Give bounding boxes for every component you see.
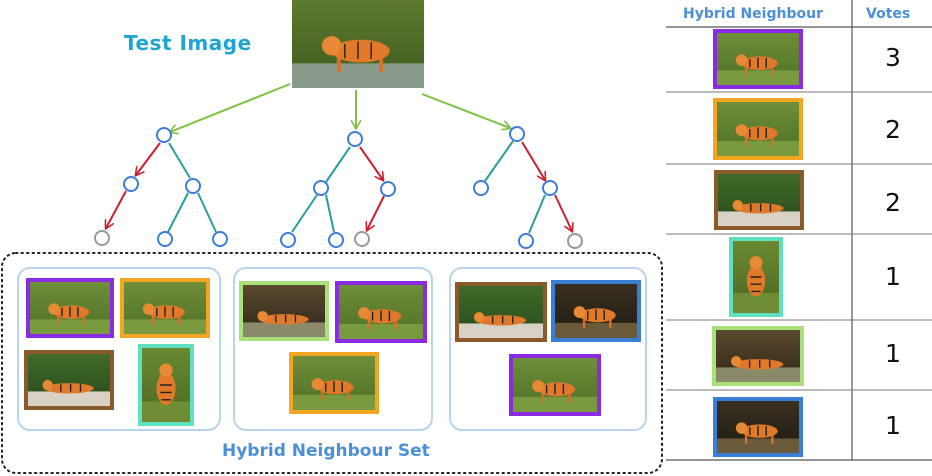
tree-node [542, 180, 558, 196]
leaf-group-1 [17, 267, 221, 431]
neighbour-image [24, 350, 114, 410]
tiger-photo [30, 282, 110, 334]
search-path-edge [359, 146, 383, 180]
votes-table-grid [666, 0, 932, 461]
tree-node [280, 232, 296, 248]
tree-edge [167, 192, 189, 233]
tree-node [347, 131, 363, 147]
tree-node [380, 181, 396, 197]
tiger-photo [717, 33, 799, 85]
table-header-votes: Votes [866, 6, 911, 22]
tree-node [123, 176, 139, 192]
tree-node [157, 231, 173, 247]
tiger-photo [293, 356, 375, 410]
tree-edge [197, 192, 217, 233]
neighbour-image [239, 281, 329, 341]
tiger-photo [716, 330, 800, 382]
tiger-photo [718, 174, 800, 226]
table-neighbour-image [713, 397, 803, 457]
neighbour-image [455, 282, 547, 342]
tree-node [473, 180, 489, 196]
tree-node [509, 126, 525, 142]
tiger-photo [733, 241, 779, 313]
neighbour-set-container [1, 252, 663, 474]
table-neighbour-image [713, 98, 803, 160]
tiger-photo [459, 286, 543, 338]
neighbour-image [26, 278, 114, 338]
leaf-node [354, 231, 370, 247]
tree-edge [484, 140, 514, 182]
tree-1 [94, 127, 228, 247]
tree-3 [473, 126, 583, 249]
test-image [292, 0, 424, 88]
table-neighbour-image [713, 29, 803, 89]
tiger-photo [555, 284, 637, 338]
search-path-edge [106, 190, 127, 228]
query-arrows [170, 83, 510, 132]
vote-count: 1 [885, 411, 901, 440]
neighbour-image [138, 344, 194, 426]
neighbour-set-label: Hybrid Neighbour Set [222, 441, 430, 461]
test-image-label: Test Image [124, 31, 252, 55]
tree-node [212, 231, 228, 247]
tree-node [313, 180, 329, 196]
tiger-photo [243, 285, 325, 337]
vote-count: 2 [885, 115, 901, 144]
tiger-photo [292, 0, 424, 88]
leaf-group-2 [233, 267, 433, 431]
tree-edge [325, 146, 351, 183]
table-neighbour-image [714, 170, 804, 230]
vote-count: 2 [885, 188, 901, 217]
neighbour-image [335, 281, 427, 343]
search-path-edge [367, 195, 385, 230]
table-neighbour-image [712, 326, 804, 386]
table-neighbour-image [729, 237, 783, 317]
tiger-photo [124, 282, 206, 334]
tiger-photo [717, 401, 799, 453]
query-arrow-right [421, 93, 510, 128]
neighbour-image [120, 278, 210, 338]
tree-node [156, 127, 172, 143]
tree-edge [528, 194, 546, 234]
query-arrow-left [170, 83, 291, 132]
search-path-edge [521, 141, 545, 180]
leaf-node [94, 230, 110, 246]
tiger-photo [717, 102, 799, 156]
neighbour-image [551, 280, 641, 342]
tree-node [185, 178, 201, 194]
vote-count: 1 [885, 262, 901, 291]
vote-count: 1 [885, 339, 901, 368]
tree-node [518, 233, 534, 249]
tree-node [328, 232, 344, 248]
neighbour-image [509, 354, 601, 416]
neighbour-image [289, 352, 379, 414]
search-path-edge [554, 194, 572, 231]
tiger-photo [142, 348, 190, 422]
tree-edge [325, 194, 335, 233]
leaf-node [567, 233, 583, 249]
leaf-group-3 [449, 267, 647, 431]
tiger-photo [513, 358, 597, 412]
table-header-neighbour: Hybrid Neighbour [683, 6, 823, 22]
tree-edge [291, 194, 318, 233]
tree-edge [168, 142, 191, 179]
tiger-photo [339, 285, 423, 339]
vote-count: 3 [885, 43, 901, 72]
search-path-edge [136, 142, 161, 175]
tree-2 [280, 131, 396, 248]
tiger-photo [28, 354, 110, 406]
